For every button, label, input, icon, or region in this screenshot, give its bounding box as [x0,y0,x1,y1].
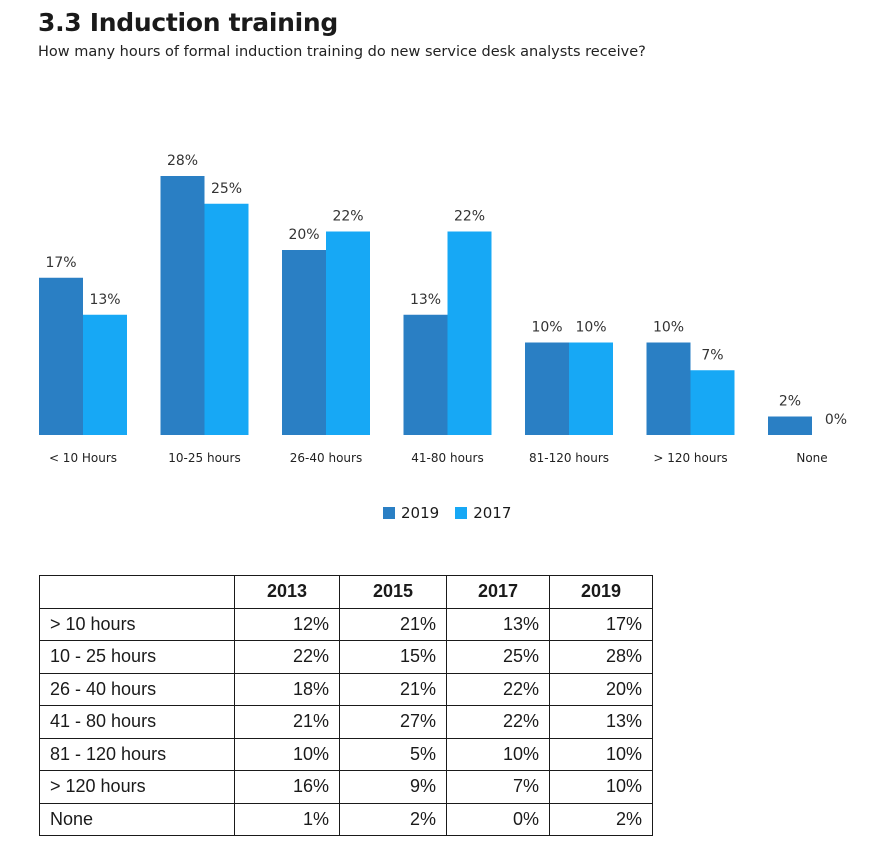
data-label-2019-2: 20% [288,227,319,243]
table-cell-2013: 1% [234,802,340,836]
x-tick-label: 10-25 hours [168,451,240,465]
table-cell-2017: 0% [446,802,550,836]
table-cell-2019: 20% [549,672,653,706]
table-row-label: > 10 hours [39,607,235,641]
table-cell-2017: 10% [446,737,550,771]
bar-2019-5 [646,342,691,435]
table-row: 26 - 40 hours 18% 21% 22% 20% [39,672,653,706]
x-tick-label: < 10 Hours [49,451,117,465]
chart-legend: 2019 2017 [383,504,527,522]
table-cell-2017: 25% [446,640,550,674]
bar-2017-1 [204,203,249,435]
table-cell-2017: 7% [446,770,550,804]
bar-2019-0 [39,277,83,435]
legend-label-2019: 2019 [401,504,440,522]
table-cell-2019: 10% [549,737,653,771]
table-row-label: None [39,802,235,836]
table-row: 81 - 120 hours 10% 5% 10% 10% [39,737,653,771]
table-row-label: 81 - 120 hours [39,737,235,771]
bar-2017-5 [690,370,735,435]
data-label-2017-5: 7% [701,347,723,363]
table-row-label: > 120 hours [39,770,235,804]
bar-chart: 17% 13% < 10 Hours 28% 25% 10-25 hours 20% 22% 2… [39,153,847,465]
table-cell-2019: 13% [549,705,653,739]
data-label-2019-1: 28% [167,153,198,169]
bar-2019-4 [525,342,569,435]
bar-2019-1 [160,176,205,435]
table-cell-2013: 16% [234,770,340,804]
table-row: 41 - 80 hours 21% 27% 22% 13% [39,705,653,739]
page-title: 3.3 Induction training [38,8,338,37]
bar-2017-4 [569,342,613,435]
data-label-2017-4: 10% [575,320,606,336]
table-cell-2017: 22% [446,672,550,706]
table-cell-2019: 2% [549,802,653,836]
table-cell-2015: 5% [339,737,447,771]
data-label-2019-5: 10% [653,320,684,336]
x-tick-label: > 120 hours [653,451,727,465]
table-header-2019: 2019 [549,575,653,609]
data-label-2017-6: 0% [825,412,847,428]
legend-item-2017: 2017 [455,504,511,522]
bar-2019-2 [282,250,326,435]
table-cell-2017: 13% [446,607,550,641]
table-row-label: 26 - 40 hours [39,672,235,706]
x-tick-label: 26-40 hours [290,451,362,465]
data-label-2019-0: 17% [45,255,76,271]
table-cell-2017: 22% [446,705,550,739]
table-cell-2015: 15% [339,640,447,674]
data-label-2019-6: 2% [779,394,801,410]
bar-2017-3 [447,231,492,435]
table-row-label: 41 - 80 hours [39,705,235,739]
table-cell-2013: 21% [234,705,340,739]
table-cell-2019: 10% [549,770,653,804]
table-cell-2013: 18% [234,672,340,706]
table-body: > 10 hours 12% 21% 13% 17% 10 - 25 hours 22% 15… [39,607,653,836]
bar-2017-2 [326,231,370,435]
x-tick-label: 81-120 hours [529,451,609,465]
table-cell-2015: 9% [339,770,447,804]
data-table: 2013 2015 2017 2019 > 10 hours 12% 21% 13% 1… [39,575,653,836]
table-cell-2013: 22% [234,640,340,674]
table-cell-2013: 12% [234,607,340,641]
data-label-2017-0: 13% [89,292,120,308]
table-cell-2015: 21% [339,672,447,706]
legend-swatch-2019 [383,507,395,519]
x-tick-label: None [796,451,827,465]
table-row: > 10 hours 12% 21% 13% 17% [39,607,653,641]
data-label-2017-3: 22% [454,209,485,225]
table-header-2015: 2015 [339,575,447,609]
table-row-label: 10 - 25 hours [39,640,235,674]
table-row: 10 - 25 hours 22% 15% 25% 28% [39,640,653,674]
table-cell-2019: 17% [549,607,653,641]
table-cell-2013: 10% [234,737,340,771]
table-header-2013: 2013 [234,575,340,609]
bar-2019-6 [768,416,812,435]
table-row: > 120 hours 16% 9% 7% 10% [39,770,653,804]
table-header-row: 2013 2015 2017 2019 [39,575,653,609]
table-cell-2015: 27% [339,705,447,739]
bar-2017-0 [83,314,127,435]
table-header-2017: 2017 [446,575,550,609]
legend-swatch-2017 [455,507,468,519]
page-subtitle: How many hours of formal induction train… [38,44,646,60]
bar-2019-3 [403,314,448,435]
table-corner-cell [39,575,235,609]
data-label-2017-1: 25% [211,181,242,197]
x-tick-label: 41-80 hours [411,451,483,465]
data-label-2017-2: 22% [332,209,363,225]
table-row: None 1% 2% 0% 2% [39,802,653,836]
table-cell-2015: 2% [339,802,447,836]
table-cell-2019: 28% [549,640,653,674]
legend-item-2019: 2019 [383,504,439,522]
data-label-2019-4: 10% [531,320,562,336]
data-label-2019-3: 13% [410,292,441,308]
table-cell-2015: 21% [339,607,447,641]
legend-label-2017: 2017 [473,504,512,522]
